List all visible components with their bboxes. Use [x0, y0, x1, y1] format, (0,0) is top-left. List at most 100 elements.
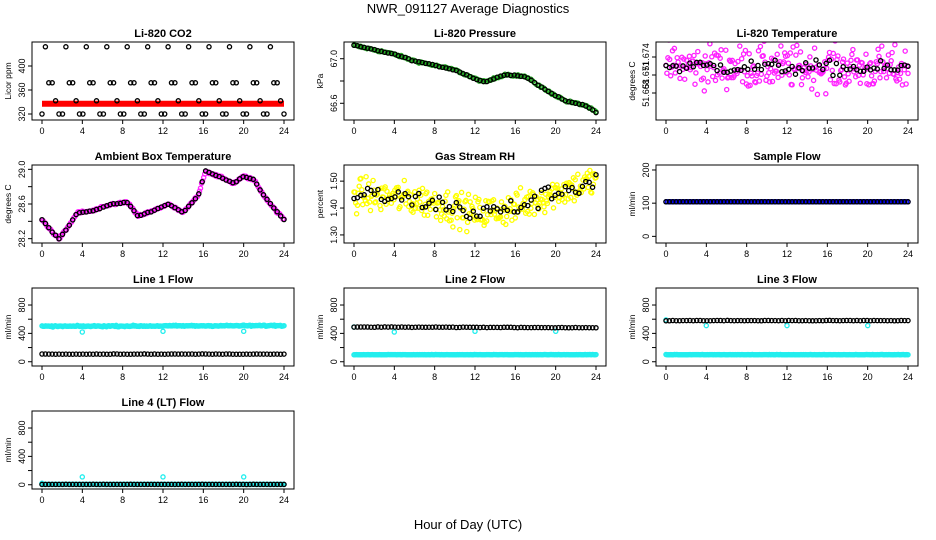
data-point: [56, 481, 62, 488]
data-point: [693, 59, 700, 66]
data-point: [728, 199, 734, 205]
data-point: [829, 67, 836, 74]
y-tick-label: 100: [641, 196, 651, 211]
data-point: [859, 60, 865, 66]
data-point: [271, 481, 277, 488]
data-point: [579, 183, 586, 190]
data-point: [717, 55, 723, 61]
data-point: [845, 71, 851, 77]
data-point: [56, 351, 62, 357]
data-point: [460, 207, 466, 214]
data-point: [250, 481, 257, 488]
data-point: [746, 51, 752, 57]
data-point: [864, 64, 870, 70]
data-point: [792, 71, 799, 77]
data-point: [508, 198, 514, 204]
data-point: [802, 317, 809, 324]
data-point: [158, 111, 165, 117]
data-point: [867, 60, 874, 66]
data-point: [486, 199, 493, 205]
x-tick-label: 8: [120, 126, 125, 136]
data-point: [117, 481, 124, 488]
data-point: [796, 65, 802, 71]
data-point: [230, 351, 236, 357]
data-point: [412, 205, 419, 212]
data-point: [792, 199, 799, 205]
data-point: [450, 224, 456, 230]
x-tick-label: 4: [80, 372, 85, 382]
data-point: [898, 317, 904, 324]
data-point: [809, 199, 816, 205]
data-point: [76, 351, 83, 357]
data-point: [501, 204, 507, 211]
data-point: [175, 98, 182, 104]
data-point: [375, 47, 381, 54]
data-point: [46, 351, 52, 357]
data-point: [233, 80, 240, 86]
data-point: [579, 324, 586, 331]
data-point: [56, 236, 62, 242]
data-point: [765, 199, 772, 205]
data-point: [240, 111, 246, 117]
data-point: [76, 209, 83, 216]
x-tick-label: 0: [351, 249, 356, 259]
data-point: [565, 325, 572, 331]
data-point: [491, 211, 498, 217]
y-tick-label: 28.6: [17, 195, 27, 213]
data-point: [854, 199, 860, 205]
data-point: [562, 183, 569, 190]
data-point: [388, 324, 395, 330]
data-point: [531, 211, 538, 218]
data-point: [467, 215, 473, 221]
data-point: [799, 67, 806, 74]
y-tick-label: 400: [17, 58, 27, 73]
data-point: [182, 351, 188, 357]
data-point: [66, 351, 73, 357]
x-tick-label: 4: [704, 372, 709, 382]
data-point: [433, 324, 439, 330]
data-point: [525, 324, 531, 331]
data-point: [697, 317, 703, 324]
data-point: [443, 324, 449, 330]
data-point: [453, 199, 460, 206]
data-point: [104, 481, 110, 488]
y-axis-label: ml/min: [3, 437, 13, 462]
data-point: [863, 51, 869, 57]
data-point: [274, 208, 280, 215]
data-point: [141, 351, 148, 357]
data-point: [799, 199, 806, 205]
data-point: [427, 206, 434, 213]
data-point: [107, 80, 113, 86]
data-point: [586, 324, 592, 331]
data-point: [131, 481, 137, 488]
data-point: [49, 481, 55, 488]
data-point: [676, 199, 683, 205]
data-point: [165, 44, 171, 50]
x-tick-label: 20: [551, 249, 561, 259]
data-point: [895, 199, 901, 205]
data-point: [419, 204, 425, 211]
data-point: [765, 60, 772, 67]
data-point: [888, 67, 894, 73]
data-point: [257, 98, 263, 104]
data-point: [789, 82, 795, 88]
data-point: [480, 324, 487, 331]
x-tick-label: 12: [158, 249, 168, 259]
data-point: [476, 196, 482, 203]
y-axis-label: ml/min: [3, 314, 13, 339]
data-point: [354, 324, 361, 330]
y-tick-label: 200: [641, 162, 651, 177]
x-tick-label: 24: [591, 372, 601, 382]
data-point: [477, 213, 483, 220]
data-point: [785, 66, 792, 73]
data-point: [518, 324, 524, 331]
data-point: [850, 46, 856, 53]
data-point: [854, 57, 861, 63]
data-point: [141, 111, 148, 117]
data-point: [569, 184, 575, 191]
data-point: [385, 50, 391, 56]
data-point: [422, 324, 429, 331]
data-point: [850, 317, 857, 324]
data-point: [281, 111, 287, 117]
